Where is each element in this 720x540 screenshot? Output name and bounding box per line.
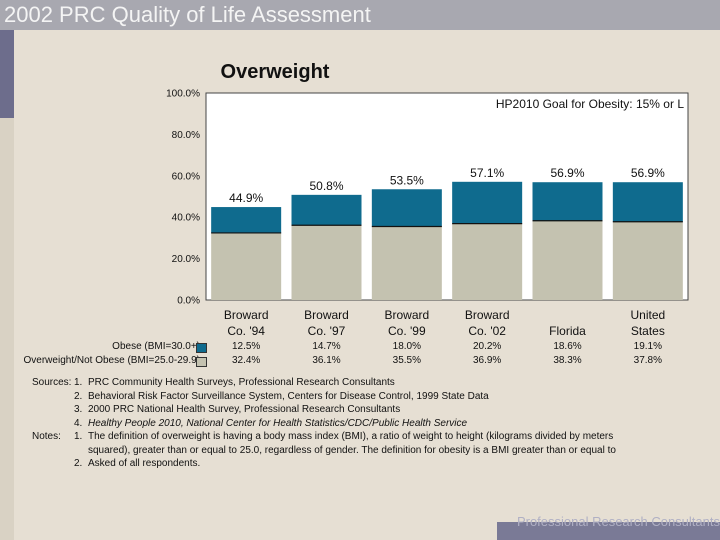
x-category-label: States bbox=[631, 324, 665, 338]
page-title: 2002 PRC Quality of Life Assessment bbox=[4, 2, 371, 27]
bar-total-label: 44.9% bbox=[229, 191, 263, 205]
bar-overweight bbox=[211, 232, 282, 300]
x-category-label: Co. '97 bbox=[308, 324, 346, 338]
legend-obese-value: 12.5% bbox=[231, 341, 261, 352]
bar-overweight bbox=[612, 221, 683, 300]
sources-label: Sources: bbox=[32, 377, 72, 388]
note-text: Asked of all respondents. bbox=[88, 458, 201, 469]
legend-obese-value: 14.7% bbox=[312, 341, 341, 352]
x-category-label: United bbox=[630, 308, 665, 322]
source-text: Behavioral Risk Factor Surveillance Syst… bbox=[88, 390, 489, 402]
bar-overweight bbox=[371, 226, 442, 300]
bar-overweight bbox=[532, 220, 603, 300]
source-number: 4. bbox=[74, 417, 83, 429]
bar-overweight bbox=[291, 225, 362, 300]
legend-overweight-label: Overweight/Not Obese (BMI=25.0-29.9) bbox=[23, 355, 200, 366]
y-tick-label: 20.0% bbox=[172, 254, 200, 265]
x-category-label: Broward bbox=[384, 308, 429, 322]
x-category-label: Broward bbox=[465, 308, 510, 322]
legend-obese-value: 18.6% bbox=[553, 341, 582, 352]
x-category-label: Co. '94 bbox=[227, 324, 265, 338]
y-tick-label: 0.0% bbox=[177, 296, 200, 307]
legend-overweight-value: 32.4% bbox=[231, 355, 261, 366]
notes-label: Notes: bbox=[32, 431, 61, 442]
legend-obese-label: Obese (BMI=30.0+) bbox=[112, 341, 200, 352]
bar-total-label: 56.9% bbox=[550, 166, 584, 180]
note-number: 2. bbox=[74, 458, 83, 469]
chart: 0.0% 20.0% 40.0% 60.0% 80.0% 100.0% HP2010 Goa… bbox=[166, 89, 689, 338]
legend-overweight-value: 37.8% bbox=[633, 355, 662, 366]
footer-band bbox=[497, 522, 720, 540]
legend-overweight-swatch bbox=[196, 357, 207, 367]
source-text: Healthy People 2010, National Center for… bbox=[88, 417, 468, 429]
source-number: 3. bbox=[74, 404, 83, 415]
source-number: 2. bbox=[74, 390, 83, 402]
legend-overweight-value: 36.9% bbox=[472, 355, 502, 366]
x-category-label: Broward bbox=[224, 308, 269, 322]
bar-obese bbox=[532, 182, 603, 221]
bar-total-label: 56.9% bbox=[631, 166, 665, 180]
note-text: The definition of overweight is having a… bbox=[88, 431, 614, 442]
plot-area bbox=[205, 92, 689, 301]
chart-title: Overweight bbox=[220, 61, 330, 83]
x-category-label: Co. '99 bbox=[388, 324, 426, 338]
bar-obese bbox=[291, 194, 362, 226]
left-strip bbox=[0, 30, 14, 540]
source-text: PRC Community Health Surveys, Profession… bbox=[88, 377, 395, 388]
x-category-label: Florida bbox=[549, 324, 586, 338]
y-tick-label: 60.0% bbox=[172, 171, 200, 182]
y-tick-label: 100.0% bbox=[166, 89, 200, 100]
legend-obese-value: 18.0% bbox=[392, 341, 421, 352]
footer-text: Professional Research Consultants bbox=[516, 514, 720, 529]
source-text: 2000 PRC National Health Survey, Profess… bbox=[88, 404, 401, 415]
left-strip-accent bbox=[0, 30, 14, 118]
note-number: 1. bbox=[74, 431, 83, 442]
bar-obese bbox=[211, 207, 282, 233]
bar-obese bbox=[612, 182, 683, 222]
y-tick-label: 80.0% bbox=[172, 130, 200, 141]
legend-overweight-value: 35.5% bbox=[392, 355, 421, 366]
legend-obese-value: 20.2% bbox=[472, 341, 502, 352]
note-text: squared), greater than or equal to 25.0,… bbox=[88, 444, 616, 456]
legend-overweight-value: 38.3% bbox=[553, 355, 582, 366]
legend-obese-swatch bbox=[196, 343, 207, 353]
source-number: 1. bbox=[74, 377, 83, 388]
x-category-label: Co. '02 bbox=[468, 324, 506, 338]
x-category-label: Broward bbox=[304, 308, 349, 322]
y-tick-label: 40.0% bbox=[172, 213, 200, 224]
bar-obese bbox=[452, 181, 523, 224]
bar-total-label: 50.8% bbox=[309, 179, 343, 193]
legend-overweight-value: 36.1% bbox=[312, 355, 341, 366]
title-bar: 2002 PRC Quality of Life Assessment bbox=[0, 0, 720, 30]
bar-total-label: 57.1% bbox=[470, 166, 504, 180]
legend-obese-value: 19.1% bbox=[633, 341, 662, 352]
bar-obese bbox=[371, 189, 442, 227]
bar-overweight bbox=[452, 223, 523, 300]
goal-label: HP2010 Goal for Obesity: 15% or L bbox=[496, 97, 684, 111]
bar-total-label: 53.5% bbox=[390, 173, 424, 187]
